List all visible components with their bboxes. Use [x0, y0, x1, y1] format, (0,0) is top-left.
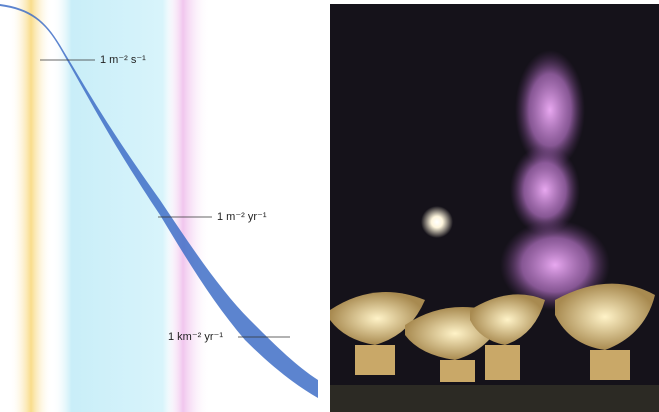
moon	[421, 206, 453, 238]
flux-diagram: 1 m⁻² s⁻¹ 1 m⁻² yr⁻¹ 1 km⁻² yr⁻¹	[0, 0, 322, 412]
air-shower	[510, 145, 580, 235]
flux-label: 1 m⁻² yr⁻¹	[217, 211, 267, 223]
flux-label: 1 m⁻² s⁻¹	[100, 54, 146, 66]
band	[165, 0, 210, 412]
telescope-photo	[330, 4, 659, 412]
flux-curve	[0, 4, 318, 398]
flux-label: 1 km⁻² yr⁻¹	[168, 331, 223, 343]
band	[10, 0, 52, 412]
air-shower	[500, 220, 610, 310]
air-shower	[515, 50, 585, 170]
dishes	[330, 283, 655, 382]
ground	[330, 385, 659, 412]
